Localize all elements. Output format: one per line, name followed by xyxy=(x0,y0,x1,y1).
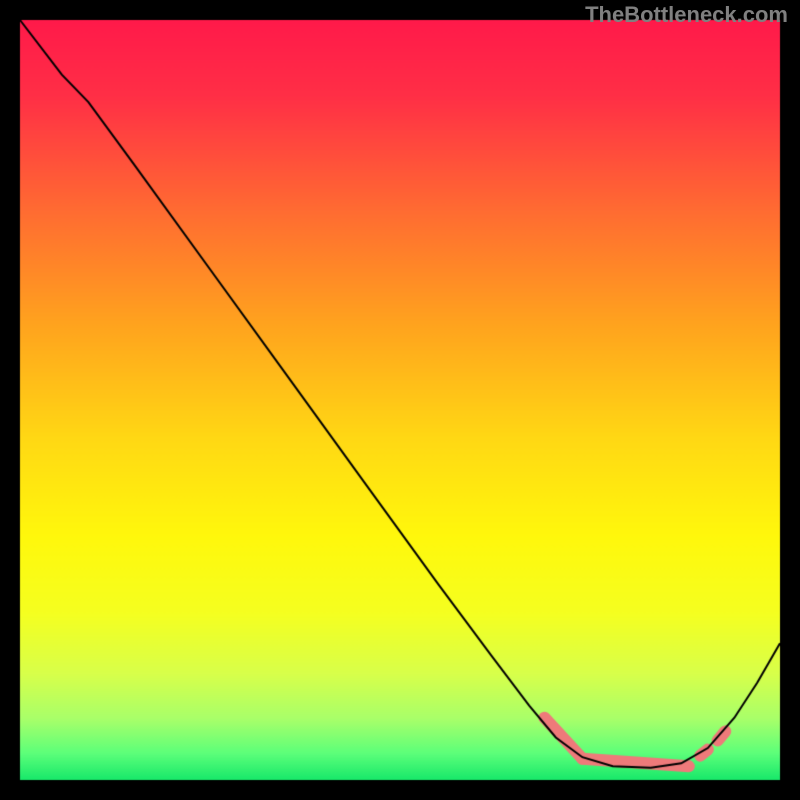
watermark-text: TheBottleneck.com xyxy=(585,2,788,28)
chart-stage: TheBottleneck.com xyxy=(0,0,800,800)
gradient-plot-canvas xyxy=(0,0,800,800)
